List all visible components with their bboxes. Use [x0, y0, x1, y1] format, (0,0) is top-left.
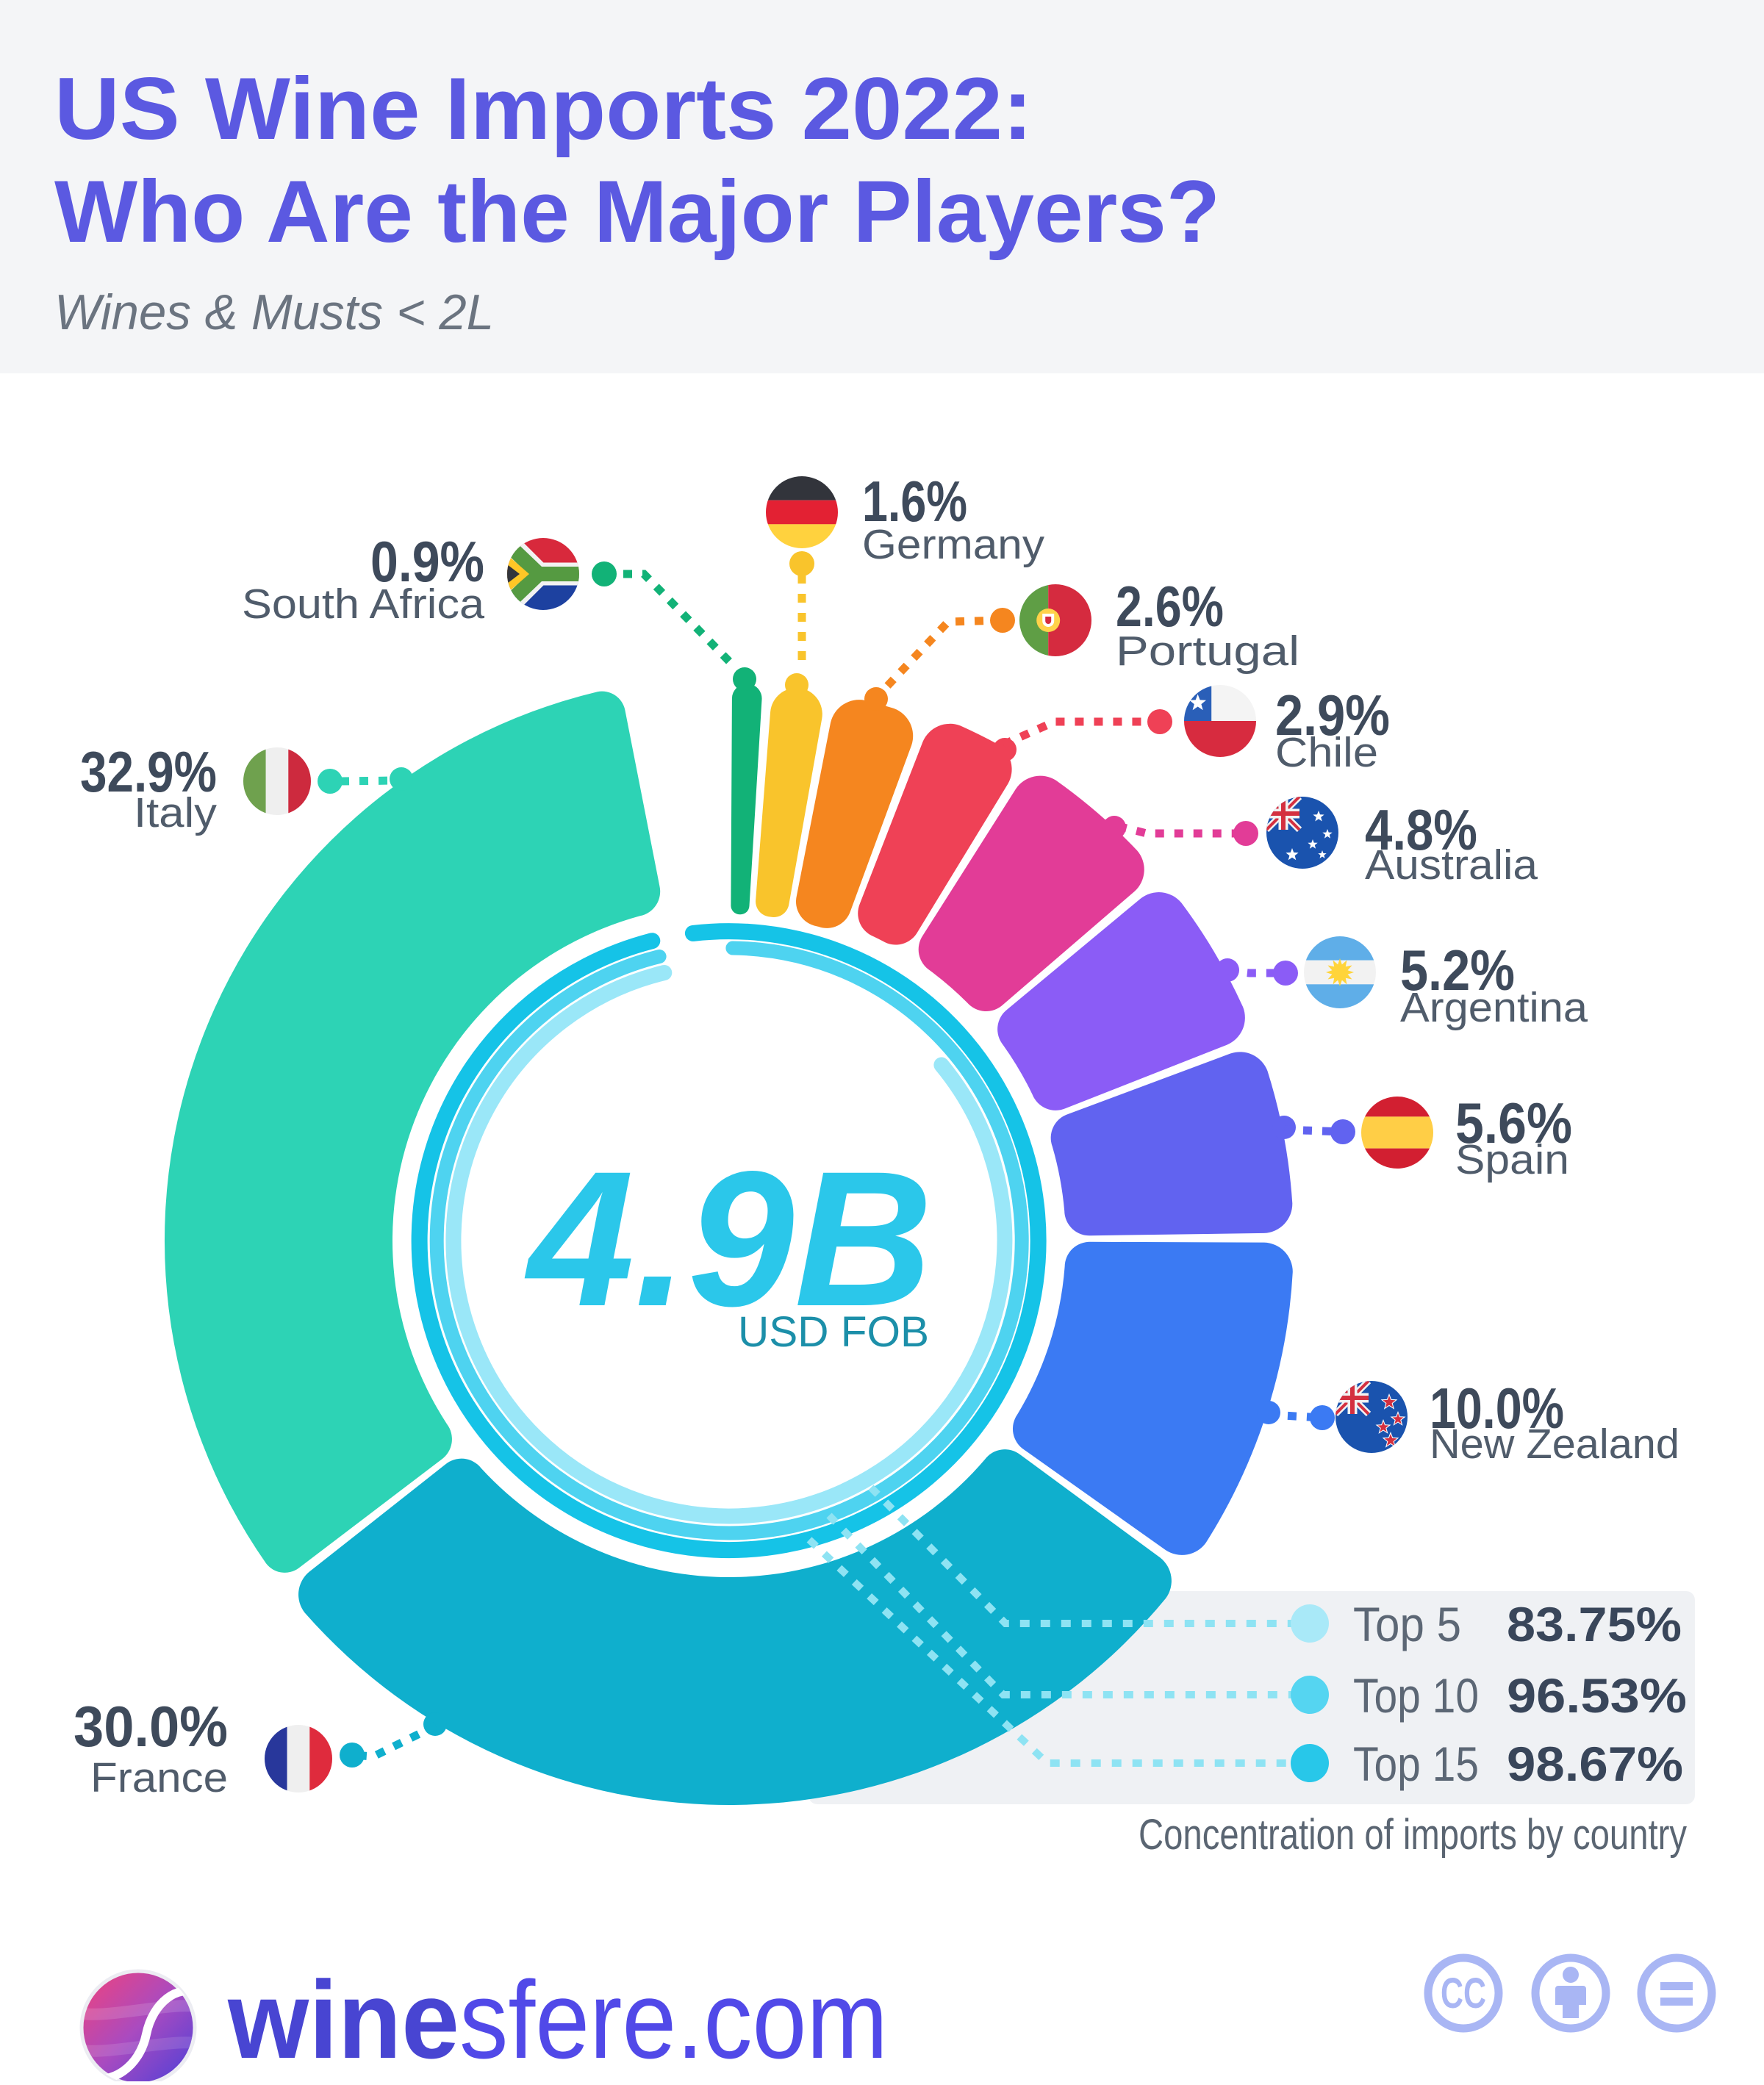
svg-text:96.53%: 96.53%: [1507, 1668, 1687, 1723]
svg-text:USD FOB: USD FOB: [738, 1308, 929, 1356]
svg-text:France: France: [90, 1754, 228, 1801]
svg-text:Who Are the Major Players?: Who Are the Major Players?: [54, 162, 1220, 261]
svg-text:32.9%: 32.9%: [80, 739, 217, 804]
svg-text:Concentration of imports by co: Concentration of imports by country: [1139, 1811, 1687, 1859]
svg-text:5.6%: 5.6%: [1455, 1091, 1572, 1155]
svg-text:Top 5: Top 5: [1353, 1597, 1461, 1651]
svg-text:Argentina: Argentina: [1400, 984, 1588, 1031]
svg-text:New Zealand: New Zealand: [1430, 1421, 1679, 1468]
svg-text:Wines & Musts < 2L: Wines & Musts < 2L: [54, 284, 494, 340]
svg-text:South Africa: South Africa: [242, 581, 484, 628]
svg-text:US Wine Imports 2022:: US Wine Imports 2022:: [54, 60, 1033, 158]
svg-text:10.0%: 10.0%: [1430, 1376, 1564, 1440]
svg-text:Italy: Italy: [134, 789, 218, 836]
svg-text:sfere.com: sfere.com: [459, 1958, 888, 2081]
svg-text:Australia: Australia: [1365, 841, 1538, 889]
svg-text:Portugal: Portugal: [1116, 628, 1299, 675]
svg-text:98.67%: 98.67%: [1507, 1737, 1683, 1791]
svg-text:Spain: Spain: [1455, 1136, 1569, 1183]
svg-text:1.6%: 1.6%: [862, 469, 967, 534]
svg-text:4.9B: 4.9B: [522, 1131, 933, 1346]
svg-text:wine: wine: [227, 1958, 459, 2081]
svg-text:2.6%: 2.6%: [1116, 574, 1224, 639]
svg-text:CC: CC: [1441, 1970, 1486, 2017]
svg-text:5.2%: 5.2%: [1400, 938, 1515, 1002]
svg-text:83.75%: 83.75%: [1507, 1597, 1682, 1651]
svg-text:4.8%: 4.8%: [1365, 797, 1477, 862]
svg-text:30.0%: 30.0%: [74, 1694, 228, 1759]
svg-text:Top 10: Top 10: [1353, 1668, 1479, 1723]
svg-text:Germany: Germany: [862, 521, 1045, 568]
svg-text:Top 15: Top 15: [1353, 1737, 1479, 1791]
svg-text:2.9%: 2.9%: [1275, 683, 1390, 747]
svg-text:Chile: Chile: [1275, 729, 1378, 776]
svg-text:0.9%: 0.9%: [370, 529, 484, 594]
